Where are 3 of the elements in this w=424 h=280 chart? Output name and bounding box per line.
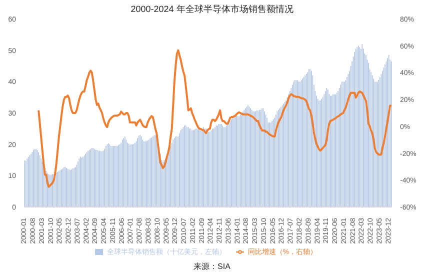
chart-title: 2000-2024 年全球半导体市场销售额情况 — [130, 3, 294, 15]
source-note: 来源：SIA — [192, 261, 232, 272]
line-series — [38, 49, 392, 188]
